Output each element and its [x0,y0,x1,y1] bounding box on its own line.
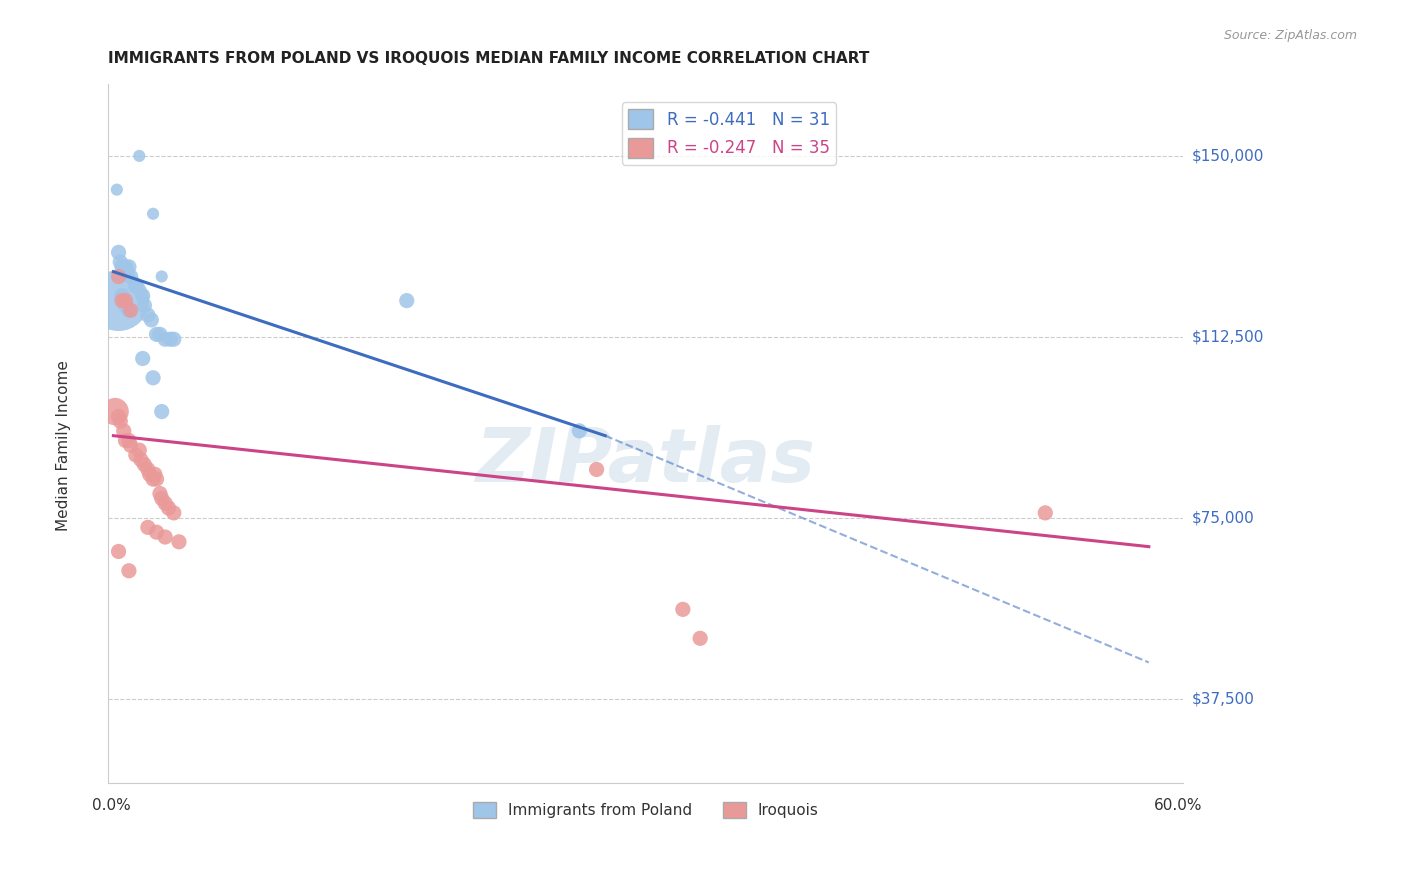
Point [689,632,711,646]
Point [585,462,607,476]
Point [118,303,141,318]
Point [110,255,132,269]
Legend: Immigrants from Poland, Iroquois: Immigrants from Poland, Iroquois [467,797,825,824]
Point [568,424,591,438]
Point [118,564,141,578]
Point [134,458,156,472]
Text: 60.0%: 60.0% [1154,797,1202,813]
Point [128,149,150,163]
Point [1033,506,1056,520]
Point [163,506,186,520]
Point [150,269,173,284]
Point [143,467,166,482]
Point [153,530,176,544]
Point [115,265,138,279]
Point [107,245,129,260]
Point [120,303,142,318]
Point [111,260,134,274]
Point [153,496,176,510]
Point [118,434,141,448]
Point [111,289,134,303]
Point [141,313,163,327]
Point [111,293,134,308]
Text: ZIPatlas: ZIPatlas [475,425,815,498]
Text: $37,500: $37,500 [1192,691,1254,706]
Text: Median Family Income: Median Family Income [56,360,70,532]
Point [163,332,186,346]
Text: $112,500: $112,500 [1192,329,1264,344]
Point [145,525,167,540]
Point [134,298,156,312]
Point [149,486,172,500]
Text: Source: ZipAtlas.com: Source: ZipAtlas.com [1223,29,1357,42]
Point [129,452,152,467]
Point [142,371,165,385]
Text: $150,000: $150,000 [1192,148,1264,163]
Point [107,409,129,424]
Point [150,404,173,418]
Point [672,602,695,616]
Point [145,327,167,342]
Point [104,404,127,418]
Point [107,544,129,558]
Text: $75,000: $75,000 [1192,510,1254,525]
Point [105,183,128,197]
Point [136,520,159,534]
Point [149,327,172,342]
Point [125,279,148,293]
Point [132,351,155,366]
Point [157,501,180,516]
Point [153,332,176,346]
Point [110,414,132,428]
Point [114,434,136,448]
Point [128,443,150,458]
Point [120,438,142,452]
Point [159,332,181,346]
Point [114,298,136,312]
Point [132,289,155,303]
Point [138,467,160,482]
Point [145,472,167,486]
Point [167,534,190,549]
Point [114,293,136,308]
Point [125,448,148,462]
Point [112,265,135,279]
Point [142,207,165,221]
Point [150,491,173,506]
Point [107,269,129,284]
Point [118,260,141,274]
Point [142,472,165,486]
Point [136,308,159,322]
Point [112,424,135,438]
Point [136,462,159,476]
Point [120,269,142,284]
Text: IMMIGRANTS FROM POLAND VS IROQUOIS MEDIAN FAMILY INCOME CORRELATION CHART: IMMIGRANTS FROM POLAND VS IROQUOIS MEDIA… [108,51,869,66]
Point [114,260,136,274]
Point [395,293,418,308]
Text: 0.0%: 0.0% [93,797,131,813]
Point [107,293,129,308]
